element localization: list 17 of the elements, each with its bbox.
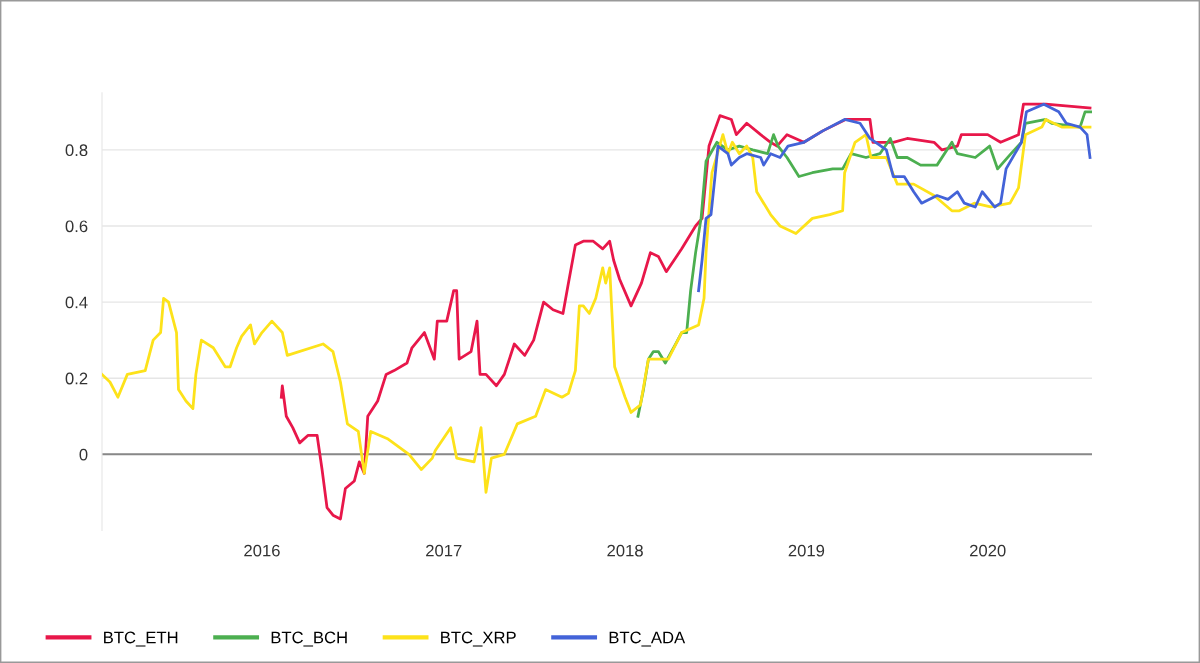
y-tick-label: 0.2 (65, 372, 88, 385)
legend-label: BTC_BCH (271, 631, 347, 647)
y-tick-label: 0.8 (65, 144, 88, 157)
legend-label: BTC_ETH (104, 631, 178, 647)
y-tick-label: 0.6 (65, 220, 88, 233)
x-tick-label: 2020 (969, 544, 1006, 557)
x-tick-label: 2019 (788, 544, 825, 557)
y-tick-label: 0 (79, 448, 88, 461)
y-tick-label: 0.4 (65, 296, 88, 309)
line-series (697, 102, 1092, 293)
legend-label: BTC_ADA (609, 631, 686, 647)
x-tick-label: 2016 (244, 544, 280, 557)
line-series (279, 102, 1092, 521)
x-tick-label: 2017 (426, 544, 462, 557)
line-series (102, 118, 1092, 494)
x-tick-label: 2018 (607, 544, 643, 557)
legend-label: BTC_XRP (441, 631, 516, 647)
